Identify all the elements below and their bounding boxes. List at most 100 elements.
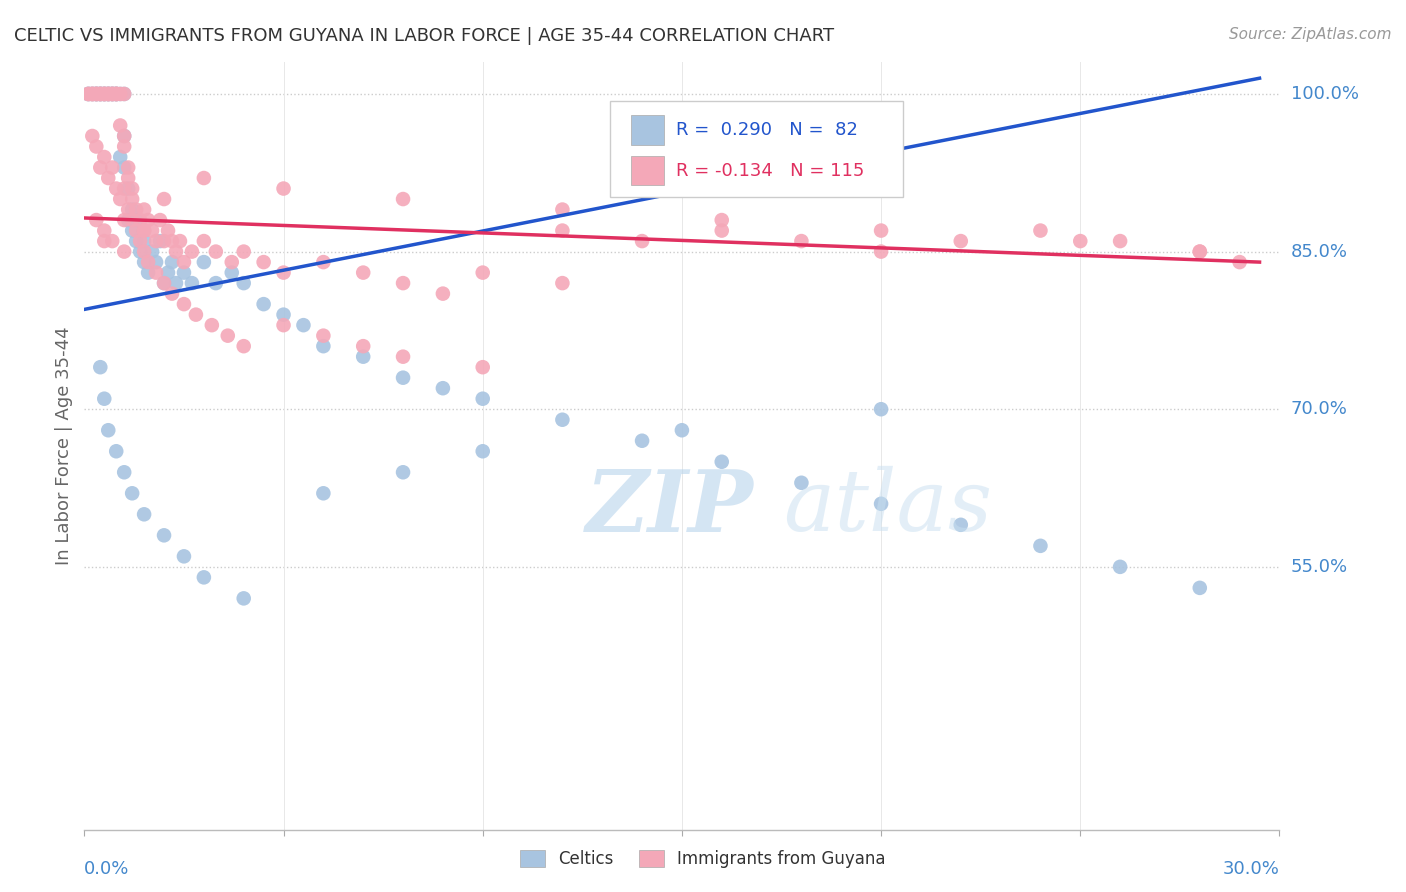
Point <box>710 455 733 469</box>
Point <box>136 255 159 269</box>
Point <box>392 370 415 384</box>
Legend: Celtics, Immigrants from Guyana: Celtics, Immigrants from Guyana <box>513 843 893 875</box>
Point <box>89 87 111 101</box>
Point <box>160 255 183 269</box>
Point <box>121 181 143 195</box>
Point <box>232 244 254 259</box>
Point <box>145 255 167 269</box>
Point <box>1188 581 1211 595</box>
Point <box>392 276 415 290</box>
Point <box>432 381 454 395</box>
Point <box>93 87 115 101</box>
Point <box>86 87 108 101</box>
Point <box>101 87 124 101</box>
Point <box>101 234 124 248</box>
Point <box>184 308 207 322</box>
Point <box>193 570 215 584</box>
Point <box>89 87 111 101</box>
Point <box>93 87 115 101</box>
Point <box>551 413 574 427</box>
Point <box>1188 244 1211 259</box>
Point <box>312 339 335 353</box>
Point <box>97 423 120 437</box>
Text: atlas: atlas <box>783 466 993 549</box>
Text: CELTIC VS IMMIGRANTS FROM GUYANA IN LABOR FORCE | AGE 35-44 CORRELATION CHART: CELTIC VS IMMIGRANTS FROM GUYANA IN LABO… <box>14 27 834 45</box>
Point <box>157 266 180 280</box>
Point <box>125 202 148 217</box>
Point <box>157 223 180 237</box>
Point <box>86 87 108 101</box>
Text: 70.0%: 70.0% <box>1291 401 1347 418</box>
Point <box>160 286 183 301</box>
Point <box>117 213 139 227</box>
Point <box>232 339 254 353</box>
Point <box>112 128 135 143</box>
Point <box>86 87 108 101</box>
Point <box>77 87 100 101</box>
Point <box>217 328 239 343</box>
Point <box>153 234 176 248</box>
Text: 100.0%: 100.0% <box>1291 85 1358 103</box>
Point <box>153 528 176 542</box>
Point <box>232 591 254 606</box>
Point <box>312 486 335 500</box>
Point <box>273 308 295 322</box>
Point <box>86 87 108 101</box>
Point <box>631 434 654 448</box>
Point <box>121 486 143 500</box>
Point <box>392 465 415 479</box>
Point <box>471 266 494 280</box>
Point <box>292 318 315 333</box>
Point <box>112 128 135 143</box>
Point <box>149 234 172 248</box>
Point <box>110 192 132 206</box>
Point <box>551 276 574 290</box>
Point <box>870 223 893 237</box>
Bar <box>630 115 664 145</box>
Point <box>93 150 115 164</box>
Point <box>112 139 135 153</box>
Point <box>82 87 104 101</box>
Point <box>101 87 124 101</box>
Point <box>173 297 195 311</box>
Point <box>312 255 335 269</box>
Point <box>97 87 120 101</box>
Point <box>870 402 893 417</box>
Point <box>77 87 100 101</box>
Point <box>112 87 135 101</box>
Point <box>153 192 176 206</box>
Point <box>129 244 152 259</box>
Point <box>93 223 115 237</box>
Point <box>105 87 128 101</box>
Point <box>471 360 494 375</box>
Point <box>949 517 972 532</box>
Point <box>101 87 124 101</box>
Point <box>129 213 152 227</box>
Point <box>352 266 374 280</box>
Point <box>77 87 100 101</box>
Point <box>173 549 195 564</box>
Point <box>121 213 143 227</box>
Point <box>153 276 176 290</box>
Point <box>253 297 276 311</box>
Point <box>221 266 243 280</box>
Point <box>110 150 132 164</box>
Point <box>136 213 159 227</box>
Point <box>105 87 128 101</box>
Point <box>132 234 156 248</box>
Point <box>97 171 120 186</box>
Point <box>93 87 115 101</box>
Point <box>125 213 148 227</box>
Point <box>551 223 574 237</box>
Point <box>132 244 156 259</box>
Point <box>132 508 156 522</box>
Point <box>112 181 135 195</box>
Point <box>125 223 148 237</box>
Point <box>117 171 139 186</box>
Point <box>112 244 135 259</box>
Point <box>86 87 108 101</box>
Text: R =  0.290   N =  82: R = 0.290 N = 82 <box>676 121 858 139</box>
Point <box>112 465 135 479</box>
Point <box>1029 539 1052 553</box>
Point <box>1109 234 1132 248</box>
